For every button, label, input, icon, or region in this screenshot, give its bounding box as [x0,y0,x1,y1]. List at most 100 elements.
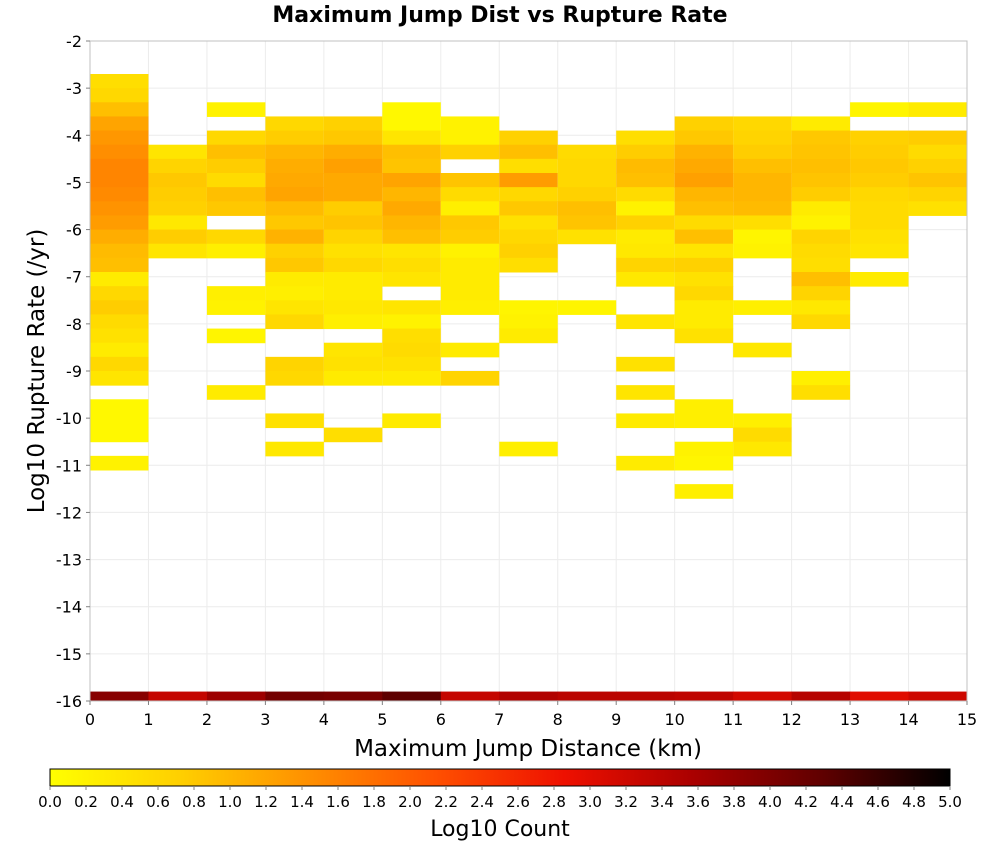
heatmap-cell [90,243,149,259]
strip-cell [908,691,968,701]
strip-cell [382,691,442,701]
strip-cell [733,691,793,701]
x-tick-label: 0 [85,710,95,729]
heatmap-cell [440,300,500,315]
colorbar-tick-label: 1.0 [218,793,242,811]
heatmap-cell [908,173,967,188]
heatmap-cell [90,328,149,344]
heatmap-cell [265,144,324,160]
colorbar-tick-label: 1.2 [254,793,278,811]
heatmap-cell [733,427,792,443]
heatmap-cell [90,215,149,231]
heatmap-cell [382,130,441,146]
heatmap-cell [206,173,266,188]
strip-cell [674,691,734,701]
heatmap-cell [616,385,675,400]
heatmap-cell [791,201,851,216]
heatmap-cell [499,187,558,202]
heatmap-cell [440,286,500,301]
y-axis-ticks: -2 -3 -4 -5 -6 -7 -8 -9 -10 -11 -12 -13 -14 -15 -16 [56,32,90,711]
y-tick-label: -7 [66,268,82,287]
heatmap-cell [499,201,558,216]
heatmap-cell [265,371,324,386]
heatmap-cell [382,342,441,358]
heatmap-cell [90,257,149,273]
y-tick-label: -11 [56,456,82,475]
heatmap-cell [323,272,383,287]
y-tick-label: -15 [56,645,82,664]
heatmap-cell [90,413,149,429]
heatmap-cell [265,201,324,216]
heatmap-cell [616,257,675,273]
heatmap-cell [323,229,383,245]
colorbar-tick-label: 4.4 [830,793,854,811]
heatmap-cell [440,173,500,188]
heatmap-cell [616,243,675,259]
colorbar-tick-label: 0.6 [146,793,170,811]
heatmap-cell [265,116,324,132]
colorbar-tick-label: 2.6 [506,793,530,811]
heatmap-cell [791,286,851,301]
heatmap-cell [674,257,734,273]
heatmap-cell [674,272,734,287]
heatmap-cell [90,229,149,245]
heatmap-cell [733,342,792,358]
heatmap-cell [674,130,734,146]
heatmap-cell [733,243,792,259]
heatmap-cell [440,371,500,386]
heatmap-cell [499,243,558,259]
x-tick-label: 10 [664,710,684,729]
heatmap-cell [791,243,851,259]
heatmap-cell [440,342,500,358]
heatmap-cell [265,187,324,202]
heatmap-cell [265,356,324,372]
heatmap-cell [733,300,792,315]
heatmap-cell [148,215,207,231]
heatmap-cell [206,130,266,146]
heatmap-cell [499,130,558,146]
heatmap-cell [148,187,207,202]
x-tick-label: 11 [723,710,743,729]
heatmap-cell [499,257,558,273]
y-tick-label: -13 [56,551,82,570]
heatmap-cell [90,116,149,132]
heatmap-cell [90,455,149,471]
heatmap-cell [791,144,851,160]
heatmap-cell [616,215,675,231]
heatmap-cell [265,286,324,301]
strip-cell [791,691,851,701]
heatmap-cell [616,144,675,160]
heatmap-cell [323,286,383,301]
heatmap-cell [90,371,149,386]
heatmap-cell [616,356,675,372]
heatmap-cell [206,158,266,174]
heatmap-cell [850,243,909,259]
heatmap-cell [674,173,734,188]
chart-title: Maximum Jump Dist vs Rupture Rate [272,3,727,28]
y-tick-label: -12 [56,503,82,522]
colorbar-tick-label: 0.4 [110,793,134,811]
heatmap-cell [557,201,617,216]
heatmap-cell [791,257,851,273]
heatmap-cell [323,342,383,358]
strip-cell [440,691,500,701]
heatmap-cell [265,243,324,259]
heatmap-cell [557,229,617,245]
heatmap-cell [791,173,851,188]
heatmap-cell [148,158,207,174]
heatmap-cell [791,371,851,386]
heatmap-cell [499,173,558,188]
x-tick-label: 6 [436,710,446,729]
x-tick-label: 7 [494,710,504,729]
colorbar-tick-label: 0.2 [74,793,98,811]
x-tick-label: 8 [553,710,563,729]
heatmap-cell [557,215,617,231]
colorbar-tick-label: 5.0 [938,793,962,811]
bottom-strip [90,691,968,701]
heatmap-cell [323,314,383,330]
heatmap-cell [90,286,149,301]
heatmap-cell [733,144,792,160]
heatmap-cell [382,243,441,259]
colorbar-tick-label: 4.0 [758,793,782,811]
y-tick-label: -14 [56,598,82,617]
